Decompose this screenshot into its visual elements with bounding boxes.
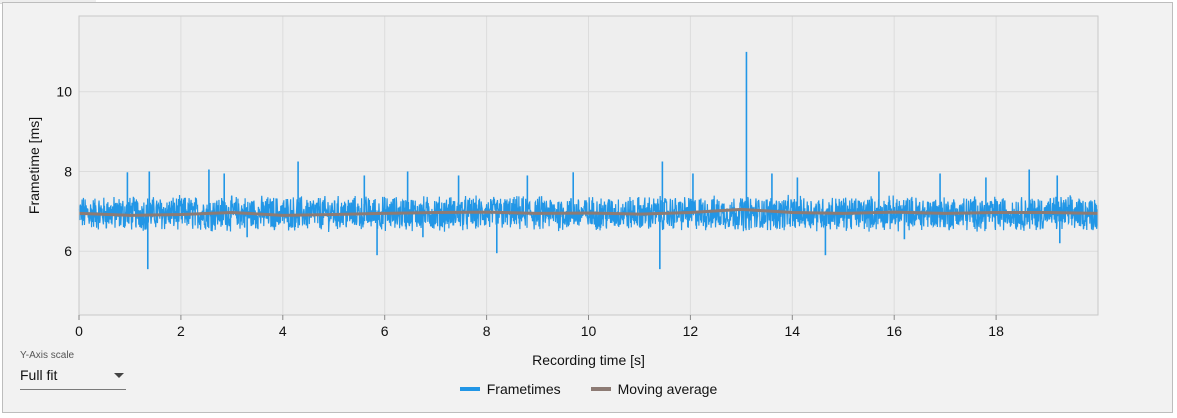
legend-label-moving-average: Moving average (617, 381, 718, 397)
x-tick-label: 4 (279, 323, 287, 339)
chevron-down-icon (114, 372, 124, 378)
legend-item-frametimes[interactable]: Frametimes (459, 381, 561, 397)
moving-average-series (78, 207, 1099, 217)
moving-average-swatch (590, 387, 611, 391)
x-tick-label: 8 (483, 323, 491, 339)
x-tick-label: 6 (381, 323, 389, 339)
x-tick-label: 18 (988, 323, 1004, 339)
y-axis-scale-value: Full fit (20, 367, 58, 383)
y-tick-label: 8 (64, 163, 72, 179)
x-tick-label: 0 (75, 323, 83, 339)
grid-lines (78, 16, 1098, 315)
x-tick-label: 12 (683, 323, 699, 339)
x-tick-label: 10 (581, 323, 597, 339)
y-axis-label: Frametime [ms] (26, 117, 42, 214)
legend-item-moving-average[interactable]: Moving average (590, 381, 718, 397)
y-axis-ticks: 6 8 10 (56, 84, 72, 259)
chart-legend: Frametimes Moving average (0, 381, 1177, 397)
x-axis-label: Recording time [s] (532, 352, 645, 368)
legend-label-frametimes: Frametimes (486, 381, 561, 397)
y-axis-scale-control: Y-Axis scale Full fit (20, 350, 126, 390)
y-tick-label: 10 (56, 84, 72, 100)
y-axis-scale-caption: Y-Axis scale (20, 350, 75, 361)
x-tick-label: 14 (785, 323, 801, 339)
moving-average-line (78, 207, 1099, 217)
x-tick-label: 2 (177, 323, 185, 339)
y-axis-scale-dropdown[interactable]: Full fit (20, 367, 126, 390)
x-tick-label: 16 (886, 323, 902, 339)
y-tick-label: 6 (64, 243, 72, 259)
x-axis-ticks: 0 2 4 6 8 10 12 14 16 18 (75, 315, 1004, 339)
frametimes-swatch (459, 387, 480, 391)
